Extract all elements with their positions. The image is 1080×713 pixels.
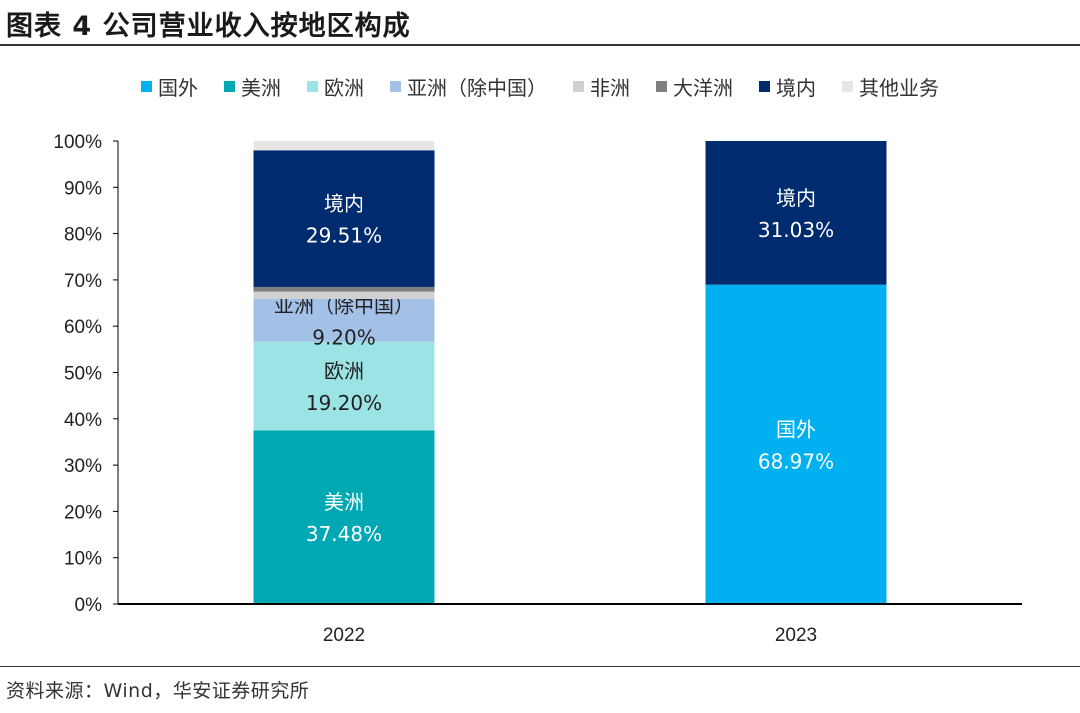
y-tick-label: 70% — [64, 271, 102, 292]
data-label: 19.20% — [306, 391, 382, 415]
y-tick-label: 80% — [64, 225, 102, 246]
legend-item: 欧洲 — [307, 72, 364, 101]
bar-segment — [253, 341, 435, 431]
legend-label: 非洲 — [590, 76, 630, 100]
legend-swatch — [307, 81, 318, 92]
bar-segment — [253, 141, 435, 151]
legend-swatch — [390, 81, 401, 92]
bar-segment — [253, 150, 435, 287]
bar-segment-name: 国外 — [776, 417, 816, 441]
y-tick-label: 20% — [64, 502, 102, 523]
data-label: 68.97% — [758, 449, 834, 473]
y-tick-label: 60% — [64, 317, 102, 338]
legend-label: 大洋洲 — [673, 76, 733, 100]
legend-label: 境内 — [776, 76, 816, 100]
source-divider — [0, 666, 1080, 667]
bar-segment — [253, 298, 435, 342]
bar-segment — [705, 284, 887, 604]
data-label: 31.03% — [758, 218, 834, 242]
legend-swatch — [224, 81, 235, 92]
y-tick-label: 30% — [64, 456, 102, 477]
y-tick-label: 90% — [64, 178, 102, 199]
bar-segment — [253, 430, 435, 604]
legend-swatch — [141, 81, 152, 92]
y-tick-label: 100% — [53, 132, 102, 153]
legend-label: 美洲 — [241, 76, 281, 100]
bar-segment — [705, 141, 887, 285]
source-note: 资料来源：Wind，华安证券研究所 — [6, 680, 310, 702]
bar-segment — [253, 291, 435, 299]
figure-title: 图表 4 公司营业收入按地区构成 — [6, 11, 411, 42]
legend-item: 非洲 — [573, 72, 630, 101]
bar-segment — [253, 286, 435, 292]
legend-label: 欧洲 — [324, 76, 364, 100]
legend-item: 境内 — [759, 72, 816, 101]
x-tick-label: 2023 — [775, 625, 817, 646]
bar-segment-name: 境内 — [776, 186, 816, 210]
chart-legend: 国外 美洲 欧洲 亚洲（除中国） 非洲 大洋洲 境内 其他业务 — [0, 72, 1080, 101]
bar-segment-name: 欧洲 — [324, 359, 364, 383]
legend-item: 亚洲（除中国） — [390, 72, 547, 101]
title-divider — [0, 44, 1080, 46]
legend-swatch — [573, 81, 584, 92]
legend-label: 其他业务 — [859, 76, 939, 100]
bar-segment-name: 美洲 — [324, 490, 364, 514]
y-tick-label: 50% — [64, 364, 102, 385]
legend-item: 国外 — [141, 72, 198, 101]
y-tick-label: 40% — [64, 410, 102, 431]
data-label: 9.20% — [312, 325, 376, 349]
legend-item: 大洋洲 — [656, 72, 733, 101]
legend-swatch — [759, 81, 770, 92]
data-label: 37.48% — [306, 522, 382, 546]
legend-swatch — [842, 81, 853, 92]
legend-swatch — [656, 81, 667, 92]
y-tick-label: 10% — [64, 549, 102, 570]
stacked-bar-chart: 0% 10% 20% 30% 40% 50% 60% 70% 80% 90% 100% 美洲 37.48… — [53, 132, 1022, 646]
x-tick-label: 2022 — [323, 625, 365, 646]
y-tick-label: 0% — [75, 595, 103, 616]
legend-label: 国外 — [158, 76, 198, 100]
legend-label: 亚洲（除中国） — [407, 76, 547, 100]
legend-item: 其他业务 — [842, 72, 939, 101]
data-label: 29.51% — [306, 224, 382, 248]
legend-item: 美洲 — [224, 72, 281, 101]
bar-segment-name: 境内 — [324, 192, 364, 216]
